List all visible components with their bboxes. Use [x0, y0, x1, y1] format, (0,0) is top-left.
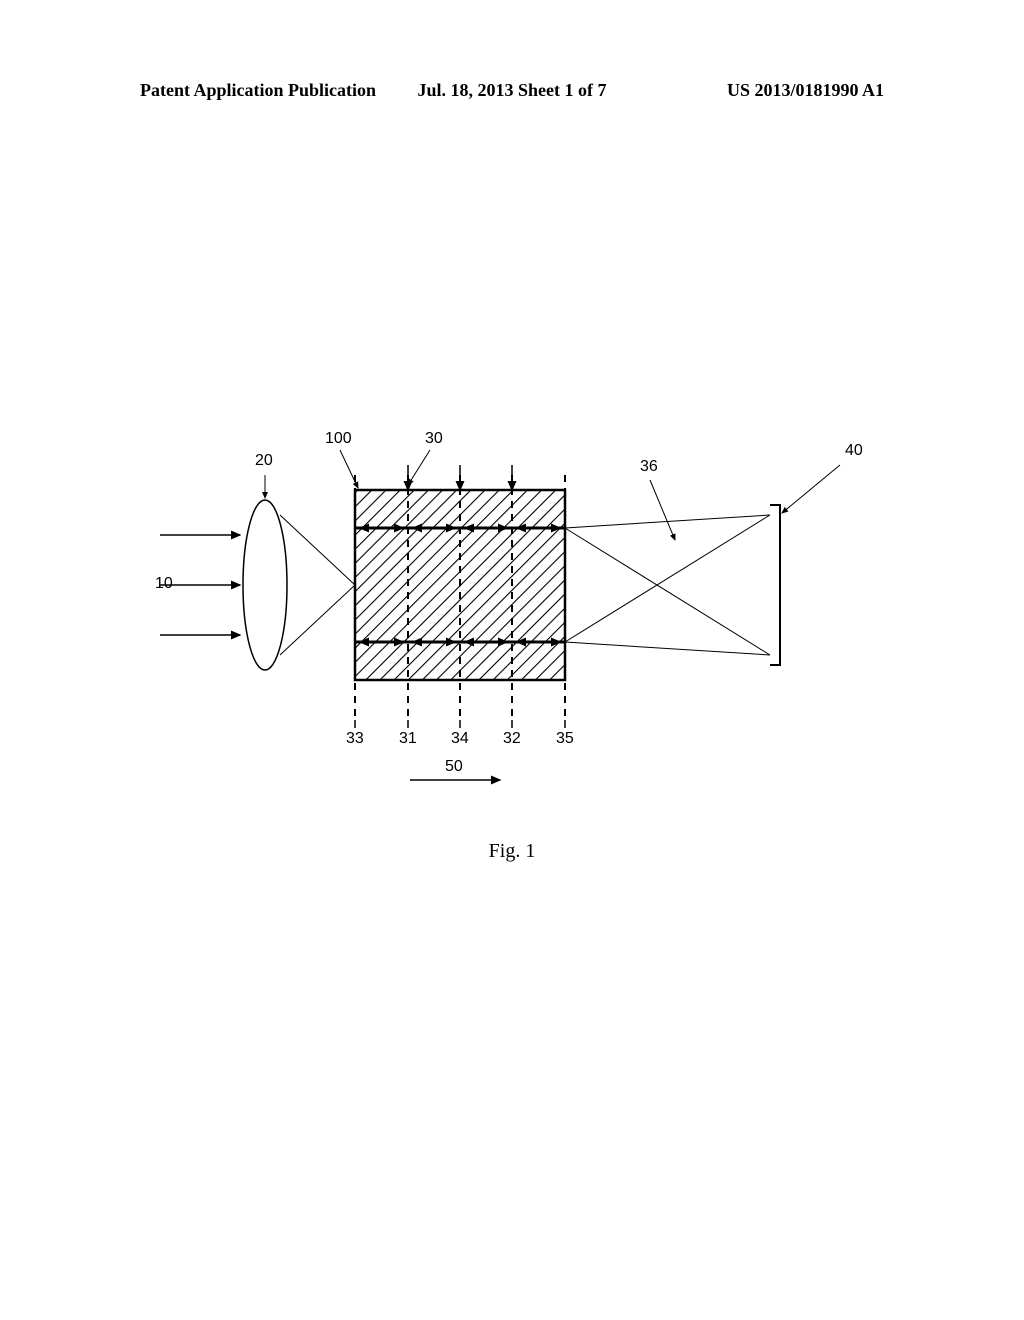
label-33: 33: [346, 730, 364, 748]
label-34: 34: [451, 730, 469, 748]
figure-caption: Fig. 1: [0, 840, 1024, 863]
header-left: Patent Application Publication: [140, 80, 388, 101]
label-10: 10: [155, 575, 173, 593]
label-40: 40: [845, 442, 863, 460]
label-36: 36: [640, 458, 658, 476]
label-35: 35: [556, 730, 574, 748]
page-header: Patent Application Publication Jul. 18, …: [0, 80, 1024, 101]
label-100: 100: [325, 430, 352, 448]
label-50: 50: [445, 758, 463, 776]
header-right: US 2013/0181990 A1: [636, 80, 884, 101]
header-center: Jul. 18, 2013 Sheet 1 of 7: [388, 80, 636, 101]
label-32: 32: [503, 730, 521, 748]
label-31: 31: [399, 730, 417, 748]
label-20: 20: [255, 452, 273, 470]
label-30: 30: [425, 430, 443, 448]
figure-1: 10 20 100 30 36 40 33 31 34 32 35 50: [130, 420, 900, 800]
